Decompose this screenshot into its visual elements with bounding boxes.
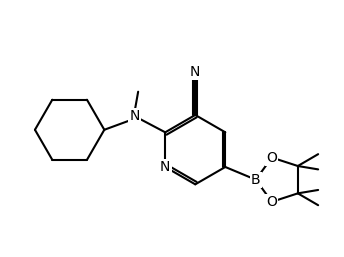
Text: O: O [266,195,277,209]
Text: O: O [266,151,277,164]
Text: N: N [190,65,201,79]
Text: B: B [251,173,260,187]
Text: N: N [130,109,140,123]
Text: N: N [160,160,170,174]
